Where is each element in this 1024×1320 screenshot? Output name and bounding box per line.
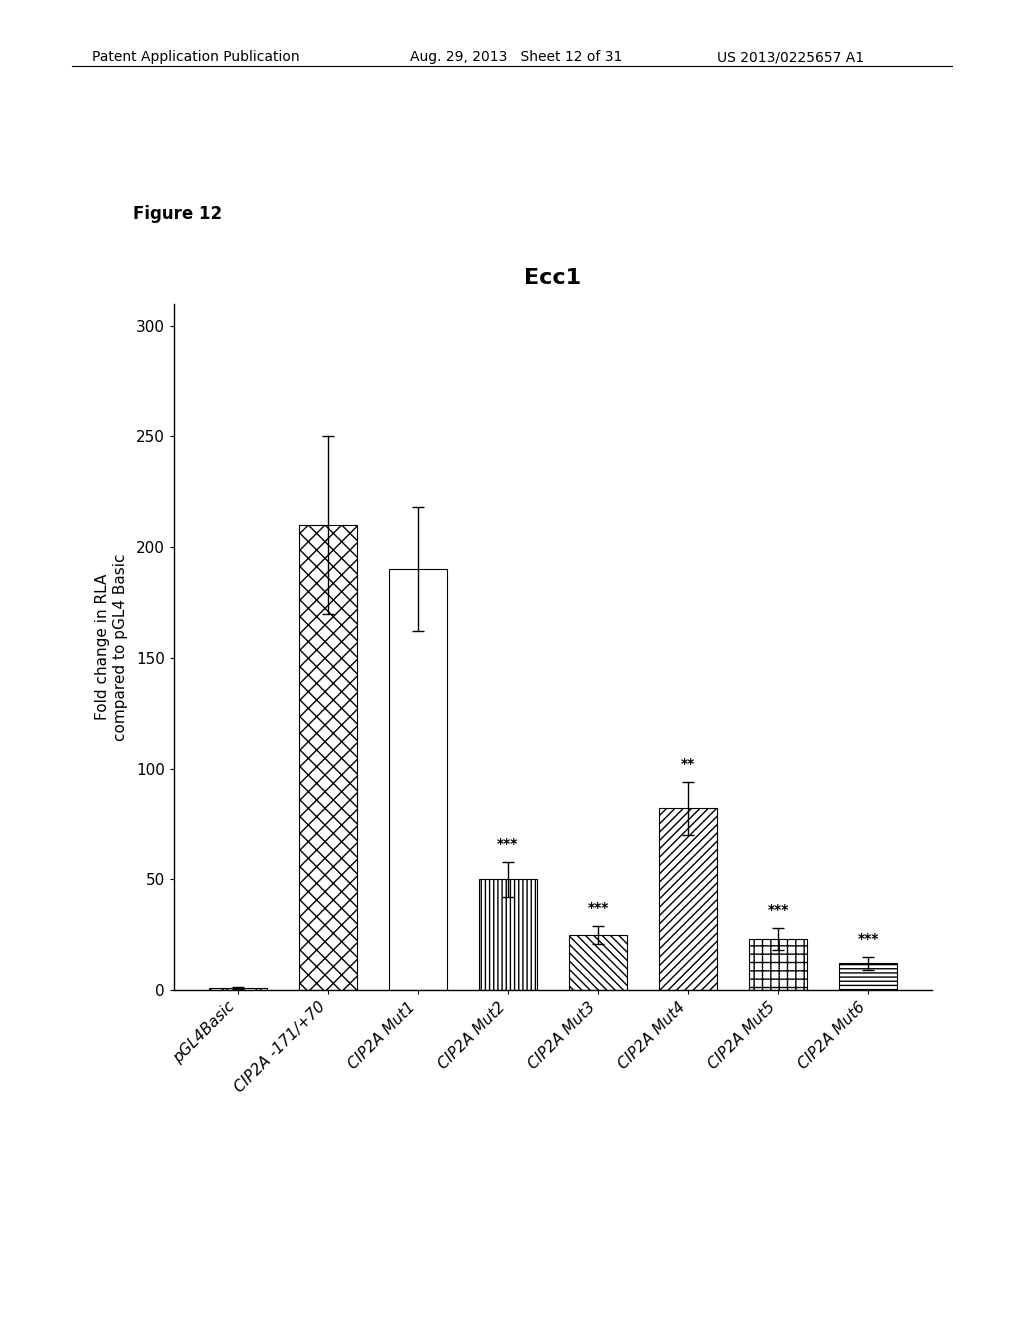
Bar xyxy=(658,808,717,990)
Text: ***: *** xyxy=(498,837,518,850)
Text: Figure 12: Figure 12 xyxy=(133,205,222,223)
Text: **: ** xyxy=(681,756,695,771)
Bar xyxy=(839,964,897,990)
Y-axis label: Fold change in RLA
compared to pGL4 Basic: Fold change in RLA compared to pGL4 Basi… xyxy=(95,553,128,741)
Text: US 2013/0225657 A1: US 2013/0225657 A1 xyxy=(717,50,864,65)
Bar xyxy=(749,939,807,990)
Text: ***: *** xyxy=(857,932,879,945)
Text: ***: *** xyxy=(588,900,608,915)
Bar xyxy=(389,569,447,990)
Text: Patent Application Publication: Patent Application Publication xyxy=(92,50,300,65)
Bar xyxy=(299,525,357,990)
Text: Aug. 29, 2013   Sheet 12 of 31: Aug. 29, 2013 Sheet 12 of 31 xyxy=(410,50,622,65)
Bar xyxy=(478,879,538,990)
Bar xyxy=(568,935,628,990)
Title: Ecc1: Ecc1 xyxy=(524,268,582,288)
Bar xyxy=(209,987,267,990)
Text: ***: *** xyxy=(767,903,788,917)
